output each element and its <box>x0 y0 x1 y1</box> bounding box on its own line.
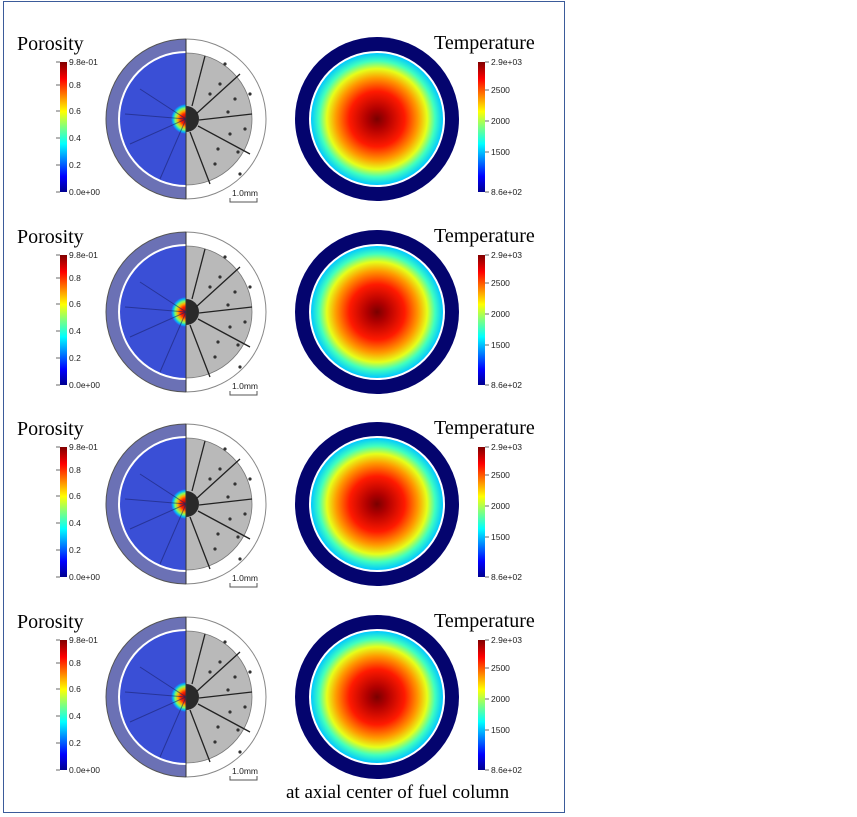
porosity-tick-label: 0.0e+00 <box>69 187 100 197</box>
porosity-tick-label: 0.2 <box>69 545 81 555</box>
porosity-colorbar: 9.8e-01 0.8 0.6 0.4 0.2 0.0e+00 <box>56 635 100 775</box>
temperature-title: Temperature <box>434 610 535 632</box>
porosity-tick-label: 9.8e-01 <box>69 57 98 67</box>
scale-bar-label: 1.0mm <box>232 766 258 776</box>
temperature-title: Temperature <box>434 32 535 54</box>
temperature-tick-label: 2500 <box>491 278 510 288</box>
temperature-field-disk <box>295 422 459 586</box>
temperature-tick-label: 1500 <box>491 340 510 350</box>
temperature-colorbar: 2.9e+03 2500 2000 1500 8.6e+02 <box>478 442 522 582</box>
porosity-tick-label: 0.8 <box>69 80 81 90</box>
scale-bar-label: 1.0mm <box>232 381 258 391</box>
temperature-tick-label: 2.9e+03 <box>491 250 522 260</box>
temperature-tick-label: 8.6e+02 <box>491 572 522 582</box>
temperature-tick-label: 8.6e+02 <box>491 765 522 775</box>
temperature-tick-label: 2000 <box>491 309 510 319</box>
porosity-colorbar: 9.8e-01 0.8 0.6 0.4 0.2 0.0e+00 <box>56 57 100 197</box>
temperature-tick-label: 2500 <box>491 663 510 673</box>
temperature-colorbar: 2.9e+03 2500 2000 1500 8.6e+02 <box>478 635 522 775</box>
porosity-tick-label: 0.6 <box>69 299 81 309</box>
temperature-field-disk <box>295 230 459 394</box>
fuel-pellet-cross-section: 1.0mm <box>105 616 267 781</box>
porosity-colorbar: 9.8e-01 0.8 0.6 0.4 0.2 0.0e+00 <box>56 250 100 390</box>
temperature-title: Temperature <box>434 417 535 439</box>
scale-bar-label: 1.0mm <box>232 573 258 583</box>
fuel-pellet-cross-section: 1.0mm <box>105 231 267 396</box>
temperature-colorbar: 2.9e+03 2500 2000 1500 8.6e+02 <box>478 250 522 390</box>
porosity-tick-label: 0.0e+00 <box>69 572 100 582</box>
temperature-title: Temperature <box>434 225 535 247</box>
temperature-tick-label: 1500 <box>491 725 510 735</box>
porosity-title: Porosity <box>17 226 84 248</box>
porosity-title: Porosity <box>17 418 84 440</box>
temperature-colorbar: 2.9e+03 2500 2000 1500 8.6e+02 <box>478 57 522 197</box>
scale-bar-label: 1.0mm <box>232 188 258 198</box>
porosity-tick-label: 0.0e+00 <box>69 380 100 390</box>
porosity-title: Porosity <box>17 33 84 55</box>
porosity-tick-label: 0.6 <box>69 106 81 116</box>
porosity-title: Porosity <box>17 611 84 633</box>
temperature-tick-label: 8.6e+02 <box>491 187 522 197</box>
temperature-tick-label: 2000 <box>491 694 510 704</box>
panel-row: Porosity Temperature 9.8e-01 0.8 0.6 0.4 0.2 0.… <box>0 211 562 401</box>
temperature-tick-label: 2000 <box>491 116 510 126</box>
temperature-tick-label: 1500 <box>491 147 510 157</box>
temperature-tick-label: 2.9e+03 <box>491 57 522 67</box>
temperature-field-disk <box>295 37 459 201</box>
panel-row: Porosity Temperature 9.8e-01 0.8 0.6 0.4 0.2 0.… <box>0 18 562 208</box>
temperature-tick-label: 2500 <box>491 85 510 95</box>
porosity-tick-label: 0.8 <box>69 273 81 283</box>
temperature-tick-label: 2.9e+03 <box>491 635 522 645</box>
porosity-tick-label: 0.4 <box>69 711 81 721</box>
porosity-tick-label: 0.2 <box>69 738 81 748</box>
porosity-tick-label: 9.8e-01 <box>69 442 98 452</box>
porosity-colorbar: 9.8e-01 0.8 0.6 0.4 0.2 0.0e+00 <box>56 442 100 582</box>
porosity-tick-label: 0.2 <box>69 160 81 170</box>
porosity-tick-label: 0.2 <box>69 353 81 363</box>
fuel-pellet-cross-section: 1.0mm <box>105 38 267 203</box>
porosity-tick-label: 0.6 <box>69 684 81 694</box>
figure-frame <box>3 1 565 813</box>
temperature-field-disk <box>295 615 459 779</box>
panel-row: Porosity Temperature 9.8e-01 0.8 0.6 0.4 0.2 0.… <box>0 403 562 593</box>
porosity-tick-label: 9.8e-01 <box>69 250 98 260</box>
porosity-tick-label: 0.4 <box>69 133 81 143</box>
porosity-tick-label: 0.0e+00 <box>69 765 100 775</box>
temperature-tick-label: 2000 <box>491 501 510 511</box>
temperature-tick-label: 8.6e+02 <box>491 380 522 390</box>
porosity-tick-label: 9.8e-01 <box>69 635 98 645</box>
porosity-tick-label: 0.8 <box>69 658 81 668</box>
fuel-pellet-cross-section: 1.0mm <box>105 423 267 588</box>
temperature-tick-label: 2500 <box>491 470 510 480</box>
temperature-tick-label: 1500 <box>491 532 510 542</box>
figure-footnote: at axial center of fuel column <box>286 782 510 803</box>
porosity-tick-label: 0.8 <box>69 465 81 475</box>
porosity-tick-label: 0.4 <box>69 326 81 336</box>
temperature-tick-label: 2.9e+03 <box>491 442 522 452</box>
panel-row: Porosity Temperature 9.8e-01 0.8 0.6 0.4 0.2 0.… <box>0 596 562 786</box>
porosity-tick-label: 0.6 <box>69 491 81 501</box>
porosity-tick-label: 0.4 <box>69 518 81 528</box>
